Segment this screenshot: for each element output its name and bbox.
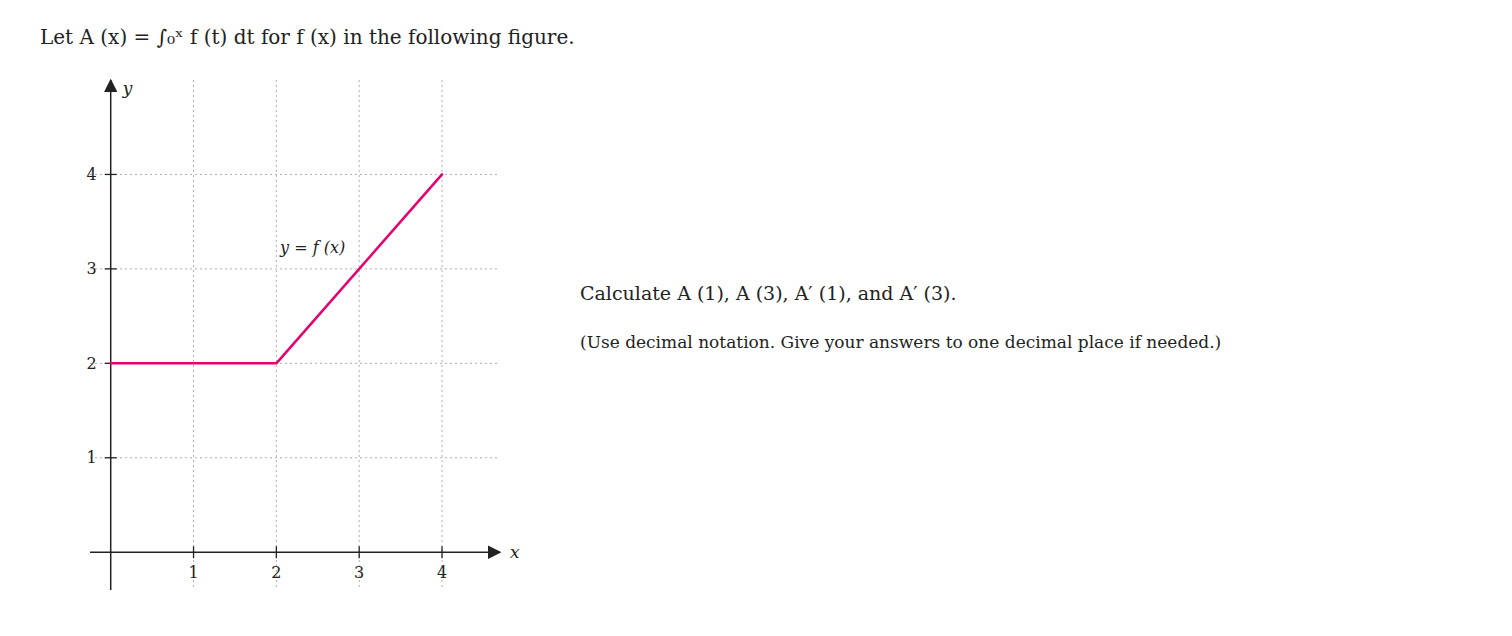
series-label: y = f (x) <box>279 238 345 257</box>
axes: 1 2 3 4 1 2 3 4 x y <box>87 78 520 590</box>
grid-line-x <box>442 80 443 590</box>
series-labels: y = f (x) <box>279 238 345 257</box>
x-tick-label: 1 <box>188 563 198 582</box>
x-tick <box>359 546 360 558</box>
y-tick <box>105 268 117 269</box>
y-tick-label: 4 <box>87 165 97 184</box>
x-tick-label: 2 <box>271 563 281 582</box>
y-tick <box>105 457 117 458</box>
x-tick-label: 4 <box>437 563 447 582</box>
x-axis-label: x <box>510 542 520 562</box>
grid-line-y <box>90 457 500 458</box>
annotation: Calculate A (1), A (3), A′ (1), and A′ (… <box>580 282 957 304</box>
grid-line-x <box>359 80 360 590</box>
y-axis <box>110 80 112 590</box>
annotation: (Use decimal notation. Give your answers… <box>580 332 1221 352</box>
y-tick-label: 2 <box>87 354 97 373</box>
x-tick <box>276 546 277 558</box>
annotations: Calculate A (1), A (3), A′ (1), and A′ (… <box>580 282 1221 352</box>
series-group <box>111 174 442 363</box>
y-axis-label: y <box>122 78 133 98</box>
x-axis <box>90 551 500 553</box>
grid-line-x <box>276 80 277 590</box>
chart: Let A (x) = ∫₀ˣ f (t) dt for f (x) in th… <box>0 0 1512 636</box>
grid-line-y <box>90 268 500 269</box>
grid-line-x <box>193 80 194 590</box>
y-tick <box>105 174 117 175</box>
x-tick-label: 3 <box>354 563 364 582</box>
x-tick <box>441 546 442 558</box>
grid <box>90 80 500 590</box>
series-line <box>111 174 442 363</box>
title: Let A (x) = ∫₀ˣ f (t) dt for f (x) in th… <box>40 25 575 49</box>
x-tick <box>193 546 194 558</box>
y-tick-label: 3 <box>87 259 97 278</box>
y-tick-label: 1 <box>87 448 97 467</box>
grid-line-y <box>90 174 500 175</box>
